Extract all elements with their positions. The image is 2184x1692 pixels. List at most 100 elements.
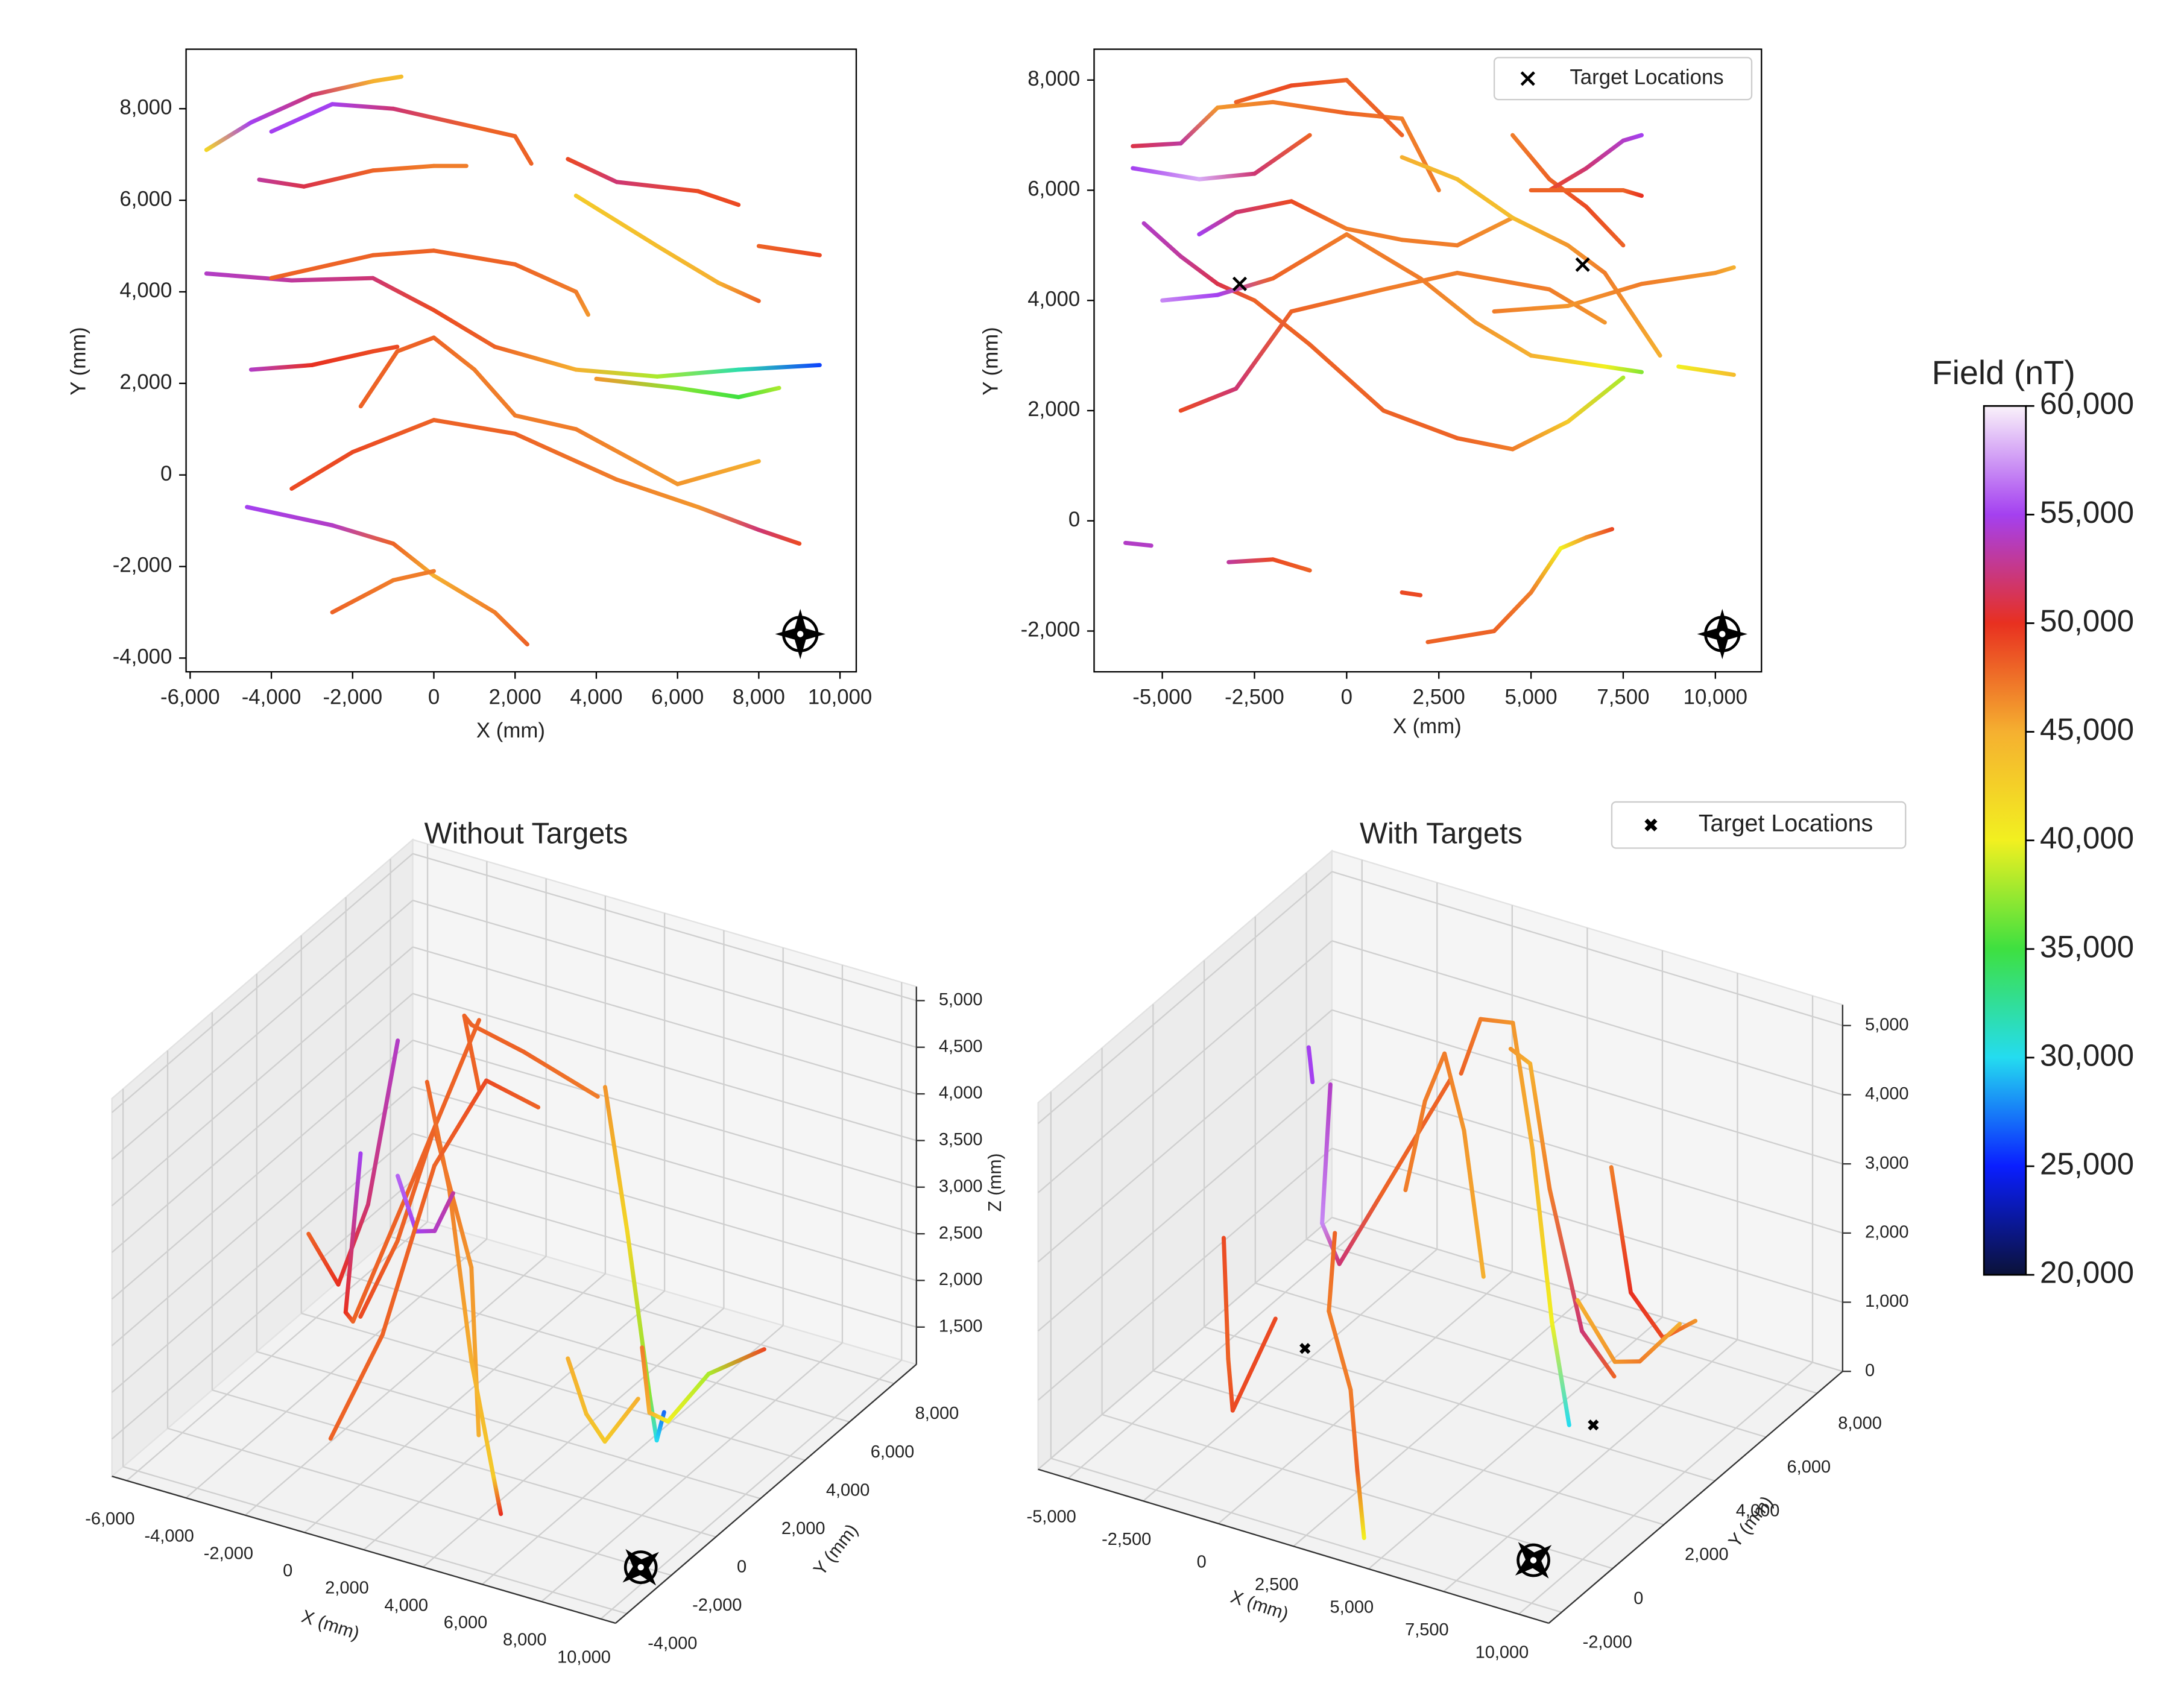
track-segment: [1459, 1017, 1483, 1076]
compass-center: [1528, 1555, 1539, 1566]
track-segment: [289, 276, 375, 283]
x-tick-label: 10,000: [808, 685, 872, 709]
grid-line: [422, 1307, 725, 1568]
grid-line: [1143, 1248, 1438, 1502]
track-segment: [1289, 199, 1349, 231]
grid-line: [1255, 1282, 1767, 1438]
track-segment: [1510, 419, 1570, 452]
z-axis-label: Z (mm): [985, 1153, 1005, 1211]
track-segment: [493, 610, 529, 647]
colorbar-tick-label: 40,000: [2040, 821, 2134, 855]
y-tick-label: 8,000: [915, 1404, 959, 1423]
track-segment: [469, 1265, 481, 1438]
colorbar-tick-label: 35,000: [2040, 929, 2134, 964]
grid-line: [111, 946, 414, 1207]
x-tick-label: 4,000: [570, 685, 622, 709]
x-tick-label: 0: [1341, 685, 1352, 709]
track-segment: [566, 157, 619, 185]
z-tick-label: 5,000: [939, 990, 983, 1009]
track-segment: [269, 253, 375, 280]
grid-line: [111, 853, 414, 1113]
track-segment: [1584, 526, 1615, 540]
y-tick-label: 6,000: [1027, 177, 1080, 201]
track-segment: [432, 1191, 455, 1233]
grid-line: [541, 1342, 843, 1602]
track-segment: [584, 1412, 607, 1444]
colorbar-tick-label: 25,000: [2040, 1147, 2134, 1181]
track-segment: [1327, 1308, 1353, 1392]
y-tick-label: -2,000: [113, 554, 172, 577]
track-segment: [330, 523, 396, 546]
track-segment: [1348, 1387, 1360, 1473]
track-segment: [306, 1231, 341, 1287]
track-segment: [655, 244, 721, 285]
track-segment: [491, 1474, 503, 1517]
track-segment: [403, 1018, 482, 1201]
y-tick-label: 0: [737, 1558, 746, 1577]
grid-line: [412, 1179, 917, 1328]
track-segment: [248, 362, 314, 372]
grid-line: [412, 1132, 917, 1281]
track-segment: [655, 367, 741, 379]
track-segment: [1455, 436, 1515, 452]
grid-line: [1217, 1271, 1513, 1524]
track-segment: [666, 1371, 711, 1424]
colorbar-tick-label: 20,000: [2040, 1255, 2134, 1290]
colorbar-tick-label: 55,000: [2040, 495, 2134, 529]
target-marker: [1575, 257, 1590, 272]
colorbar-tick-label: 30,000: [2040, 1038, 2134, 1072]
track-segment: [513, 431, 619, 482]
target-stroke: [1299, 1343, 1311, 1354]
x-tick-label: 6,000: [651, 685, 704, 709]
grid-line: [244, 1255, 547, 1516]
x-tick-label: -5,000: [1027, 1507, 1076, 1526]
grid-line: [363, 1290, 665, 1550]
y-tick-label: 2,000: [1027, 397, 1080, 421]
track-segment: [432, 1078, 489, 1168]
track-segment: [1355, 1468, 1366, 1540]
track-segment: [1320, 1082, 1333, 1226]
track-segment: [1178, 254, 1220, 286]
track-segment: [391, 106, 477, 130]
target-marker: [1588, 1419, 1599, 1431]
target-stroke: [1232, 276, 1248, 291]
x-tick-label: 5,000: [1330, 1597, 1374, 1617]
y-tick-label: 8,000: [1027, 67, 1080, 90]
track-segment: [289, 450, 355, 491]
track-segment: [1226, 1356, 1235, 1413]
track-segment: [1344, 111, 1404, 121]
track-segment: [365, 1038, 400, 1207]
legend-label: Target Locations: [1699, 810, 1873, 837]
grid-line: [412, 946, 917, 1095]
target-marker: [1232, 276, 1248, 291]
grid-line: [412, 853, 917, 1002]
y-tick-label: -2,000: [1021, 618, 1081, 642]
track-segment: [1337, 1190, 1384, 1266]
track-segment: [204, 120, 253, 153]
track-segment: [204, 271, 294, 283]
grid-line: [1331, 871, 1843, 1026]
z-tick-label: 5,000: [1865, 1015, 1909, 1034]
grid-line: [1331, 1147, 1843, 1303]
grid-line: [1331, 1078, 1843, 1234]
track-segment: [1676, 364, 1736, 377]
track-segment: [1178, 386, 1239, 413]
track-segment: [1221, 1236, 1231, 1361]
target-stroke: [1644, 818, 1658, 832]
x-axis-label: X (mm): [1393, 715, 1462, 738]
track-segment: [1508, 1046, 1533, 1066]
x-tick-label: 10,000: [557, 1647, 611, 1667]
track-segment: [380, 1163, 437, 1337]
track-segment: [1602, 364, 1644, 374]
x-tick-label: 10,000: [1475, 1643, 1529, 1662]
track-segment: [1529, 353, 1607, 369]
track-segment: [1234, 83, 1294, 104]
track-segment: [432, 308, 497, 349]
track-segment: [756, 528, 802, 546]
track-segment: [1547, 287, 1607, 325]
track-segment: [1131, 141, 1183, 148]
target-marker: [1299, 1343, 1311, 1354]
target-stroke: [1588, 1419, 1599, 1431]
grid-line: [1037, 1147, 1333, 1401]
